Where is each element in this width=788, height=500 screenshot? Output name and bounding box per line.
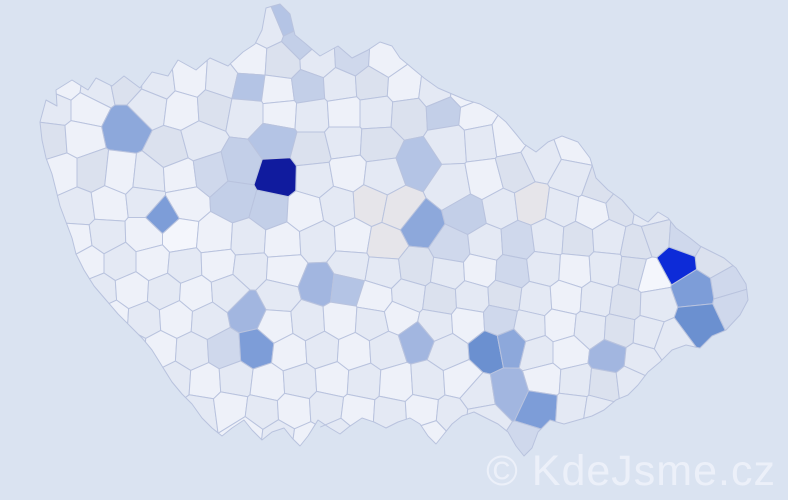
district-region[interactable] <box>404 394 439 427</box>
district-region[interactable] <box>615 365 646 400</box>
district-region[interactable] <box>324 126 363 160</box>
district-region[interactable] <box>270 3 295 37</box>
district-region[interactable] <box>506 420 542 457</box>
district-region[interactable] <box>39 93 72 126</box>
district-region[interactable] <box>463 124 498 163</box>
district-region[interactable] <box>326 96 361 128</box>
district-region[interactable] <box>56 186 96 226</box>
district-region[interactable] <box>217 416 264 441</box>
district-region[interactable] <box>294 98 330 133</box>
district-region[interactable] <box>261 419 295 441</box>
district-region-highlight[interactable] <box>656 246 697 286</box>
district-region[interactable] <box>185 394 219 434</box>
district-region[interactable] <box>420 420 447 445</box>
district-region[interactable] <box>261 74 295 105</box>
district-region[interactable] <box>231 72 266 102</box>
district-region[interactable] <box>608 284 642 321</box>
district-region[interactable] <box>289 131 332 167</box>
district-region[interactable] <box>526 251 561 287</box>
district-region[interactable] <box>320 417 351 435</box>
kdejsme-watermark: © KdeJsme.cz <box>486 447 776 495</box>
district-region[interactable] <box>340 393 376 427</box>
district-region[interactable] <box>466 403 513 432</box>
district-region[interactable] <box>292 421 316 447</box>
district-region[interactable] <box>372 395 407 429</box>
district-region[interactable] <box>491 114 527 158</box>
district-region[interactable] <box>583 394 615 419</box>
district-region[interactable] <box>359 95 394 130</box>
district-region[interactable] <box>249 362 286 402</box>
district-region[interactable] <box>145 329 178 368</box>
district-region[interactable] <box>579 280 614 318</box>
district-region[interactable] <box>555 392 588 425</box>
district-region-highlight[interactable] <box>253 157 297 198</box>
district-region[interactable] <box>500 219 535 260</box>
